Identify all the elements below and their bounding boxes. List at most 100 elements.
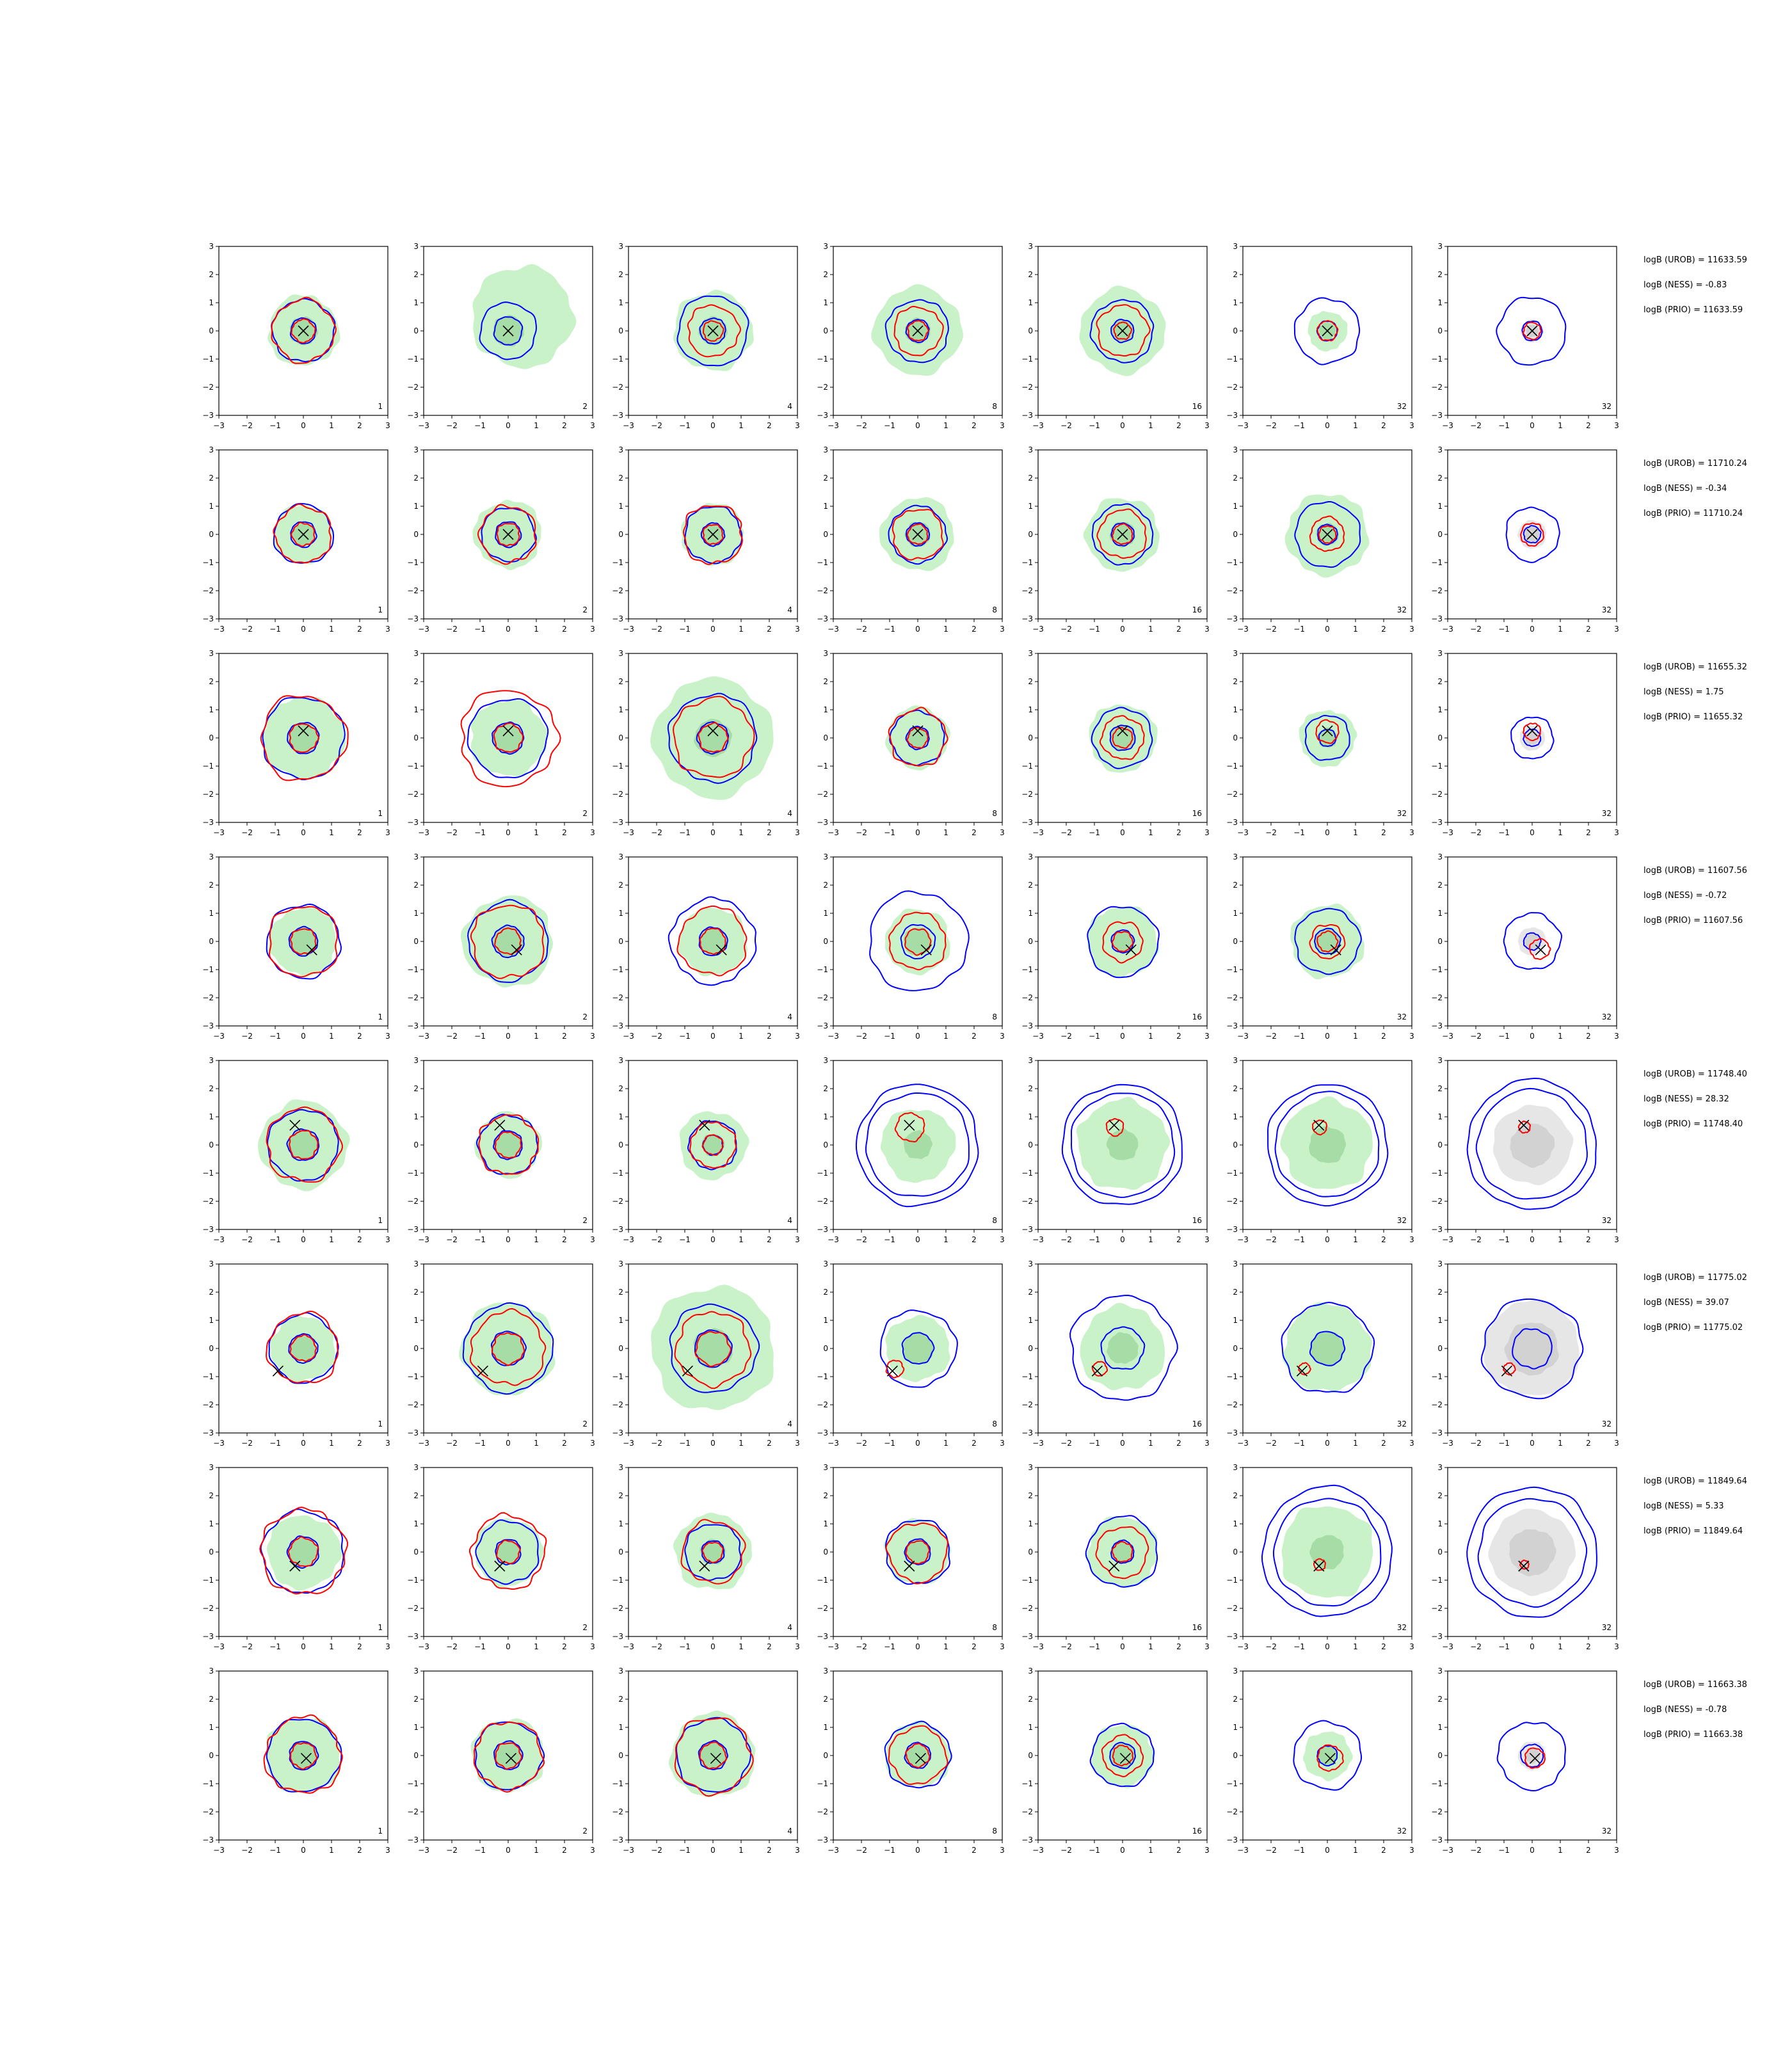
y-tick-label: −1 <box>407 1372 419 1381</box>
y-tick-label: −3 <box>817 614 828 623</box>
x-tick-label: −1 <box>679 1235 691 1244</box>
x-tick-label: −1 <box>884 421 895 430</box>
y-tick-label: 3 <box>823 1667 828 1676</box>
y-tick-label: −3 <box>407 1021 419 1030</box>
x-tick-label: −3 <box>1442 1235 1453 1244</box>
red-contour <box>289 1334 317 1363</box>
x-tick-label: −3 <box>1442 1846 1453 1855</box>
x-tick-label: −1 <box>884 625 895 634</box>
x-tick-label: −2 <box>651 1846 662 1855</box>
y-tick-label: 2 <box>1028 474 1033 483</box>
x-tick-label: −3 <box>828 1642 839 1651</box>
red-contour <box>682 505 744 565</box>
panel-contours <box>884 1720 952 1789</box>
panel-column-label: 32 <box>1602 809 1612 818</box>
x-tick-label: 3 <box>1614 1032 1619 1041</box>
y-tick-label: −3 <box>202 1836 214 1844</box>
true-value-marker <box>912 725 924 737</box>
x-tick-label: −2 <box>651 1032 662 1041</box>
y-tick-label: −2 <box>1021 383 1033 392</box>
y-tick-label: 1 <box>618 705 623 714</box>
x-tick-label: 1 <box>1353 625 1358 634</box>
y-tick-label: −3 <box>1021 1836 1033 1844</box>
panel-r3-c4: −3 −2 −1 0 1 2 3 3 2 1 0 −1 −2 −3 8 <box>817 649 1005 837</box>
blue-contour <box>479 301 537 360</box>
x-tick-label: 3 <box>1000 1846 1005 1855</box>
x-tick-label: 2 <box>767 421 772 430</box>
panel-r5-c1: −3 −2 −1 0 1 2 3 3 2 1 0 −1 −2 −3 1 <box>202 1056 390 1244</box>
x-tick-label: −1 <box>1498 1032 1510 1041</box>
panel-column-label: 8 <box>992 605 997 614</box>
blue-contour <box>668 896 757 986</box>
x-tick-label: 1 <box>1353 1642 1358 1651</box>
blue-contour <box>1523 525 1542 544</box>
x-tick-label: −2 <box>1470 828 1482 837</box>
y-tick-label: −1 <box>407 762 419 771</box>
panel-column-label: 1 <box>378 1623 383 1632</box>
y-tick-label: 0 <box>618 1344 623 1353</box>
y-tick-label: 0 <box>1437 1140 1443 1149</box>
red-contour <box>888 1725 948 1786</box>
red-contour <box>701 1134 724 1156</box>
y-tick-label: 2 <box>209 677 214 686</box>
x-tick-label: 2 <box>767 625 772 634</box>
x-tick-label: 3 <box>1409 828 1414 837</box>
y-tick-label: −3 <box>1021 818 1033 827</box>
x-tick-label: 3 <box>590 1032 595 1041</box>
blue-contour <box>1466 1077 1597 1210</box>
x-tick-label: 0 <box>710 1032 716 1041</box>
red-contour <box>1111 931 1134 952</box>
red-contour <box>469 1308 547 1386</box>
x-tick-label: −2 <box>446 1439 458 1448</box>
panel-r1-c5: −3 −2 −1 0 1 2 3 3 2 1 0 −1 −2 −3 16 <box>1021 242 1210 430</box>
x-tick-label: 3 <box>1204 1846 1210 1855</box>
x-tick-label: 2 <box>1176 1439 1181 1448</box>
y-tick-label: 2 <box>413 270 419 279</box>
blue-contour <box>1521 320 1543 342</box>
x-tick-label: 0 <box>506 828 511 837</box>
panel-column-label: 8 <box>992 1623 997 1632</box>
y-tick-label: 3 <box>1437 1667 1443 1676</box>
blue-contour <box>1523 728 1542 748</box>
x-tick-label: 1 <box>943 1642 948 1651</box>
x-tick-label: 0 <box>1120 1032 1125 1041</box>
y-tick-label: 0 <box>823 326 828 335</box>
x-tick-label: 2 <box>972 1846 977 1855</box>
panel-column-label: 32 <box>1397 1012 1407 1021</box>
y-tick-label: −3 <box>407 1225 419 1234</box>
x-tick-label: 2 <box>1381 1846 1386 1855</box>
y-tick-label: 2 <box>618 1491 623 1500</box>
panel-r2-c1: −3 −2 −1 0 1 2 3 3 2 1 0 −1 −2 −3 1 <box>202 445 390 634</box>
blue-contour <box>684 506 743 564</box>
panel-column-label: 16 <box>1192 605 1202 614</box>
red-contour <box>1298 1362 1311 1376</box>
panel-r6-c2: −3 −2 −1 0 1 2 3 3 2 1 0 −1 −2 −3 2 <box>407 1260 595 1448</box>
x-tick-label: −3 <box>1237 1846 1249 1855</box>
y-tick-label: −2 <box>1021 1604 1033 1613</box>
blue-contour <box>1496 296 1567 366</box>
y-tick-label: −2 <box>1021 1197 1033 1206</box>
y-tick-label: −3 <box>817 1428 828 1437</box>
x-tick-label: 2 <box>1176 1235 1181 1244</box>
x-tick-label: 3 <box>385 1846 390 1855</box>
x-tick-label: 0 <box>1325 1846 1330 1855</box>
red-contour <box>1112 1540 1133 1563</box>
y-tick-label: −3 <box>1021 614 1033 623</box>
y-tick-label: 0 <box>413 1751 419 1760</box>
y-tick-label: −3 <box>202 1428 214 1437</box>
x-tick-label: 0 <box>301 1439 306 1448</box>
x-tick-label: 2 <box>562 1439 567 1448</box>
y-tick-label: 3 <box>1233 649 1238 658</box>
y-tick-label: 0 <box>1437 937 1443 946</box>
x-tick-label: −3 <box>1442 421 1453 430</box>
green-density-inner <box>1111 1540 1134 1564</box>
x-tick-label: −2 <box>1060 421 1072 430</box>
y-tick-label: −3 <box>612 1428 623 1437</box>
red-contour <box>1113 321 1133 340</box>
y-tick-label: −1 <box>817 355 828 364</box>
panel-r3-c1: −3 −2 −1 0 1 2 3 3 2 1 0 −1 −2 −3 1 <box>202 649 390 837</box>
green-density-inner <box>492 721 524 755</box>
x-tick-label: 2 <box>357 1846 362 1855</box>
